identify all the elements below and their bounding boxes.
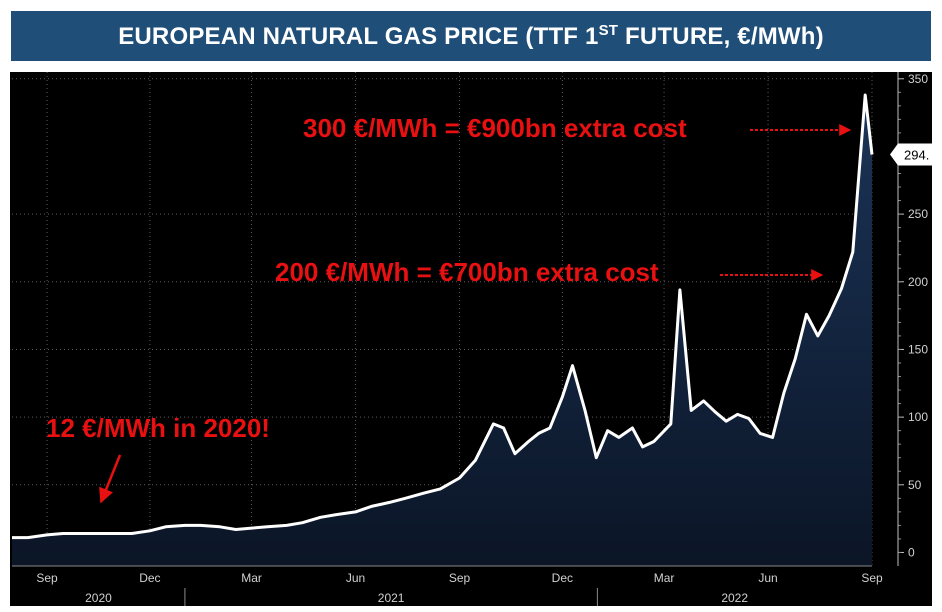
- title-banner: EUROPEAN NATURAL GAS PRICE (TTF 1ST FUTU…: [11, 11, 931, 61]
- annotation-2020-arrow: [99, 454, 122, 504]
- y-tick-label: 50: [908, 478, 922, 492]
- last-value-label: 294.: [904, 148, 929, 163]
- x-tick-label: Dec: [552, 571, 573, 585]
- y-tick-label: 150: [908, 342, 928, 356]
- y-tick-label: 100: [908, 410, 928, 424]
- annotation-300: 300 €/MWh = €900bn extra cost: [303, 113, 687, 143]
- x-tick-label: Mar: [241, 571, 262, 585]
- y-tick-label: 200: [908, 275, 928, 289]
- year-label: 2022: [721, 591, 748, 605]
- annotation-2020: 12 €/MWh in 2020!: [46, 413, 270, 443]
- price-line: [12, 93, 874, 540]
- price-area: [12, 95, 872, 566]
- axes: 0 50 100 150 200 250 350 Sep Dec Mar Jun Sep Dec Mar J…: [12, 72, 942, 606]
- y-tick-label: 0: [908, 545, 915, 559]
- x-tick-label: Dec: [139, 571, 160, 585]
- x-tick-label: Jun: [758, 571, 777, 585]
- x-tick-label: Sep: [36, 571, 58, 585]
- x-tick-label: Sep: [449, 571, 471, 585]
- y-tick-label: 350: [908, 72, 928, 86]
- y-tick-label: 250: [908, 207, 928, 221]
- x-tick-label: Sep: [861, 571, 883, 585]
- year-label: 2020: [85, 591, 112, 605]
- x-tick-label: Mar: [654, 571, 675, 585]
- year-label: 2021: [378, 591, 405, 605]
- last-value-tag: [890, 143, 942, 166]
- x-tick-label: Jun: [346, 571, 365, 585]
- annotation-200: 200 €/MWh = €700bn extra cost: [275, 257, 659, 287]
- chart-title: EUROPEAN NATURAL GAS PRICE (TTF 1ST FUTU…: [118, 21, 824, 50]
